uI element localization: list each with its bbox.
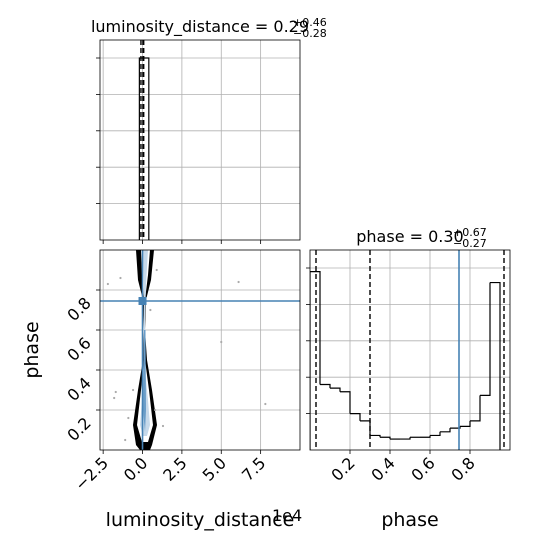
y-axis-label-phase: phase [21, 321, 43, 378]
joint-ytick-label-3: 0.8 [63, 293, 94, 324]
joint-ytick-label-2: 0.6 [63, 333, 94, 364]
joint-density-x-ticks: −2.5 0.0 2.5 5.0 7.5 [71, 450, 269, 494]
phase-histogram-bin-4 [350, 413, 361, 421]
phase-histogram-bin-11 [420, 435, 431, 438]
luminosity-distance-marginal-panel: luminosity_distance = 0.29 +0.46 −0.28 [91, 16, 327, 244]
phase-title-minus: −0.27 [453, 237, 487, 250]
scatter-point-13 [149, 308, 152, 312]
joint-xtick-label-2: 2.5 [159, 453, 190, 484]
scatter-point-5 [106, 282, 109, 286]
joint-xtick-label-0: −2.5 [71, 453, 112, 494]
phase-title: phase = 0.30 [356, 227, 463, 246]
phase-xtick-label-2: 0.6 [407, 453, 438, 484]
phase-histogram-bin-1 [320, 383, 331, 389]
joint-density-scatter-points [106, 268, 267, 442]
phase-histogram-bin-17 [480, 282, 491, 396]
joint-density-truth-markers [100, 250, 300, 450]
luminosity-distance-marginal-frame [99, 39, 301, 241]
phase-histogram-bin-0 [310, 271, 321, 450]
phase-histogram-bin-6 [370, 434, 381, 438]
luminosity-distance-title-plus: +0.46 [293, 16, 327, 29]
scatter-point-2 [264, 402, 267, 406]
scatter-point-3 [113, 396, 116, 400]
joint-ytick-label-1: 0.4 [63, 373, 94, 404]
luminosity-distance-quantile-lines [140, 40, 145, 240]
phase-histogram-bin-5 [360, 420, 371, 436]
truth-marker [138, 297, 147, 305]
luminosity-distance-marginal-y-ticks [96, 57, 100, 205]
scatter-point-10 [124, 438, 127, 442]
joint-density-frame [99, 249, 301, 451]
phase-marginal-y-ticks [306, 267, 310, 415]
phase-marginal-frame [309, 249, 511, 451]
phase-marginal-grid [310, 250, 510, 450]
joint-density-panel: −2.5 0.0 2.5 5.0 7.5 0.2 0.4 0.6 0.8 luminosity… [21, 249, 302, 531]
joint-xtick-label-4: 7.5 [238, 453, 269, 484]
phase-quantile-lines [315, 250, 505, 450]
phase-histogram-bin-15 [460, 420, 471, 427]
phase-xtick-label-0: 0.2 [327, 453, 358, 484]
phase-xtick-label-3: 0.8 [447, 453, 478, 484]
scatter-point-6 [161, 424, 165, 428]
phase-histogram-bin-18 [490, 281, 501, 450]
joint-ytick-label-0: 0.2 [63, 413, 94, 444]
density-contour-core [143, 330, 146, 432]
phase-histogram-bin-9 [400, 437, 411, 440]
phase-histogram-bin-13 [440, 428, 451, 433]
phase-histogram-bin-7 [380, 436, 391, 440]
luminosity-distance-title-minus: −0.28 [293, 27, 327, 40]
x-axis-offset-label: 1e4 [272, 506, 302, 525]
scatter-point-8 [155, 268, 158, 272]
joint-xtick-label-1: 0.0 [120, 453, 151, 484]
scatter-point-12 [131, 388, 135, 392]
phase-histogram-bin-12 [430, 431, 441, 437]
x-axis-label-luminosity-distance: luminosity_distance [106, 509, 295, 531]
phase-marginal-x-ticks: 0.2 0.4 0.6 0.8 [327, 450, 479, 485]
joint-density-y-ticks: 0.2 0.4 0.6 0.8 [63, 289, 100, 445]
joint-density-grid [100, 250, 300, 450]
joint-density-contours [133, 250, 157, 450]
scatter-point-7 [119, 276, 122, 280]
scatter-point-1 [220, 340, 223, 344]
phase-histogram-bin-2 [330, 387, 341, 392]
phase-histogram-bin-14 [450, 426, 461, 429]
x-axis-label-phase: phase [381, 509, 438, 531]
phase-histogram-bin-3 [340, 391, 351, 414]
luminosity-distance-marginal-grid [100, 40, 300, 240]
luminosity-distance-marginal-x-ticks [102, 240, 262, 244]
luminosity-distance-title: luminosity_distance = 0.29 [91, 17, 309, 37]
phase-xtick-label-1: 0.4 [367, 453, 398, 484]
phase-marginal-panel: 0.2 0.4 0.6 0.8 phase = 0.30 +0.67 −0.27 ph… [306, 226, 511, 531]
phase-title-plus: +0.67 [453, 226, 487, 239]
joint-xtick-label-3: 5.0 [199, 453, 230, 484]
phase-histogram [310, 271, 501, 450]
scatter-point-0 [237, 280, 240, 284]
scatter-point-4 [114, 390, 117, 394]
scatter-point-9 [127, 416, 130, 420]
phase-histogram-bin-16 [470, 395, 481, 422]
scatter-point-11 [154, 408, 157, 412]
